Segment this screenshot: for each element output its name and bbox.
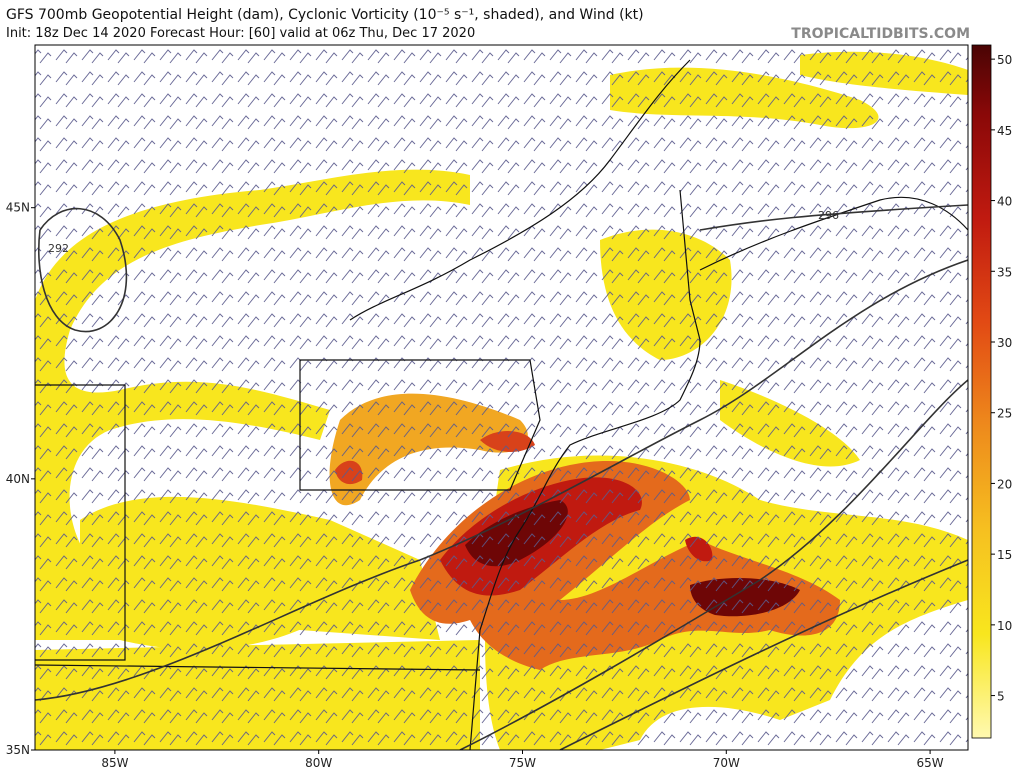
colorbar-tick-label: 40: [997, 195, 1012, 209]
x-tick-label: 65W: [917, 756, 944, 770]
wind-barbs: [35, 45, 968, 750]
x-tick-label: 85W: [101, 756, 128, 770]
colorbar-tick-label: 5: [997, 690, 1005, 704]
x-tick-label: 70W: [713, 756, 740, 770]
y-tick-label: 40N: [6, 472, 30, 486]
y-tick-label: 35N: [6, 743, 30, 757]
y-tick-label: 45N: [6, 201, 30, 215]
colorbar-tick-label: 50: [997, 53, 1012, 67]
boundaries: [35, 59, 968, 750]
x-tick-label: 75W: [509, 756, 536, 770]
contour-label: 292: [48, 242, 69, 255]
colorbar: [971, 44, 992, 739]
x-tick-label: 80W: [305, 756, 332, 770]
colorbar-tick-label: 45: [997, 124, 1012, 138]
colorbar-tick-label: 30: [997, 336, 1012, 350]
brand: TROPICALTIDBITS.COM: [791, 26, 970, 42]
map-area: 292 296: [35, 45, 968, 750]
map-frame: [34, 44, 969, 751]
map-subtitle: Init: 18z Dec 14 2020 Forecast Hour: [60…: [6, 26, 475, 41]
colorbar-tick-label: 20: [997, 477, 1012, 491]
contour-label: 296: [818, 209, 839, 222]
colorbar-tick-label: 35: [997, 265, 1012, 279]
colorbar-tick-label: 15: [997, 548, 1012, 562]
height-contours: [35, 204, 968, 750]
ticks: 85W 80W 75W 70W 65W 35N 40N 45N 5 10 15 20 25 30 35 40 4…: [6, 53, 1013, 770]
colorbar-tick-label: 25: [997, 407, 1012, 421]
colorbar-tick-label: 10: [997, 619, 1012, 633]
map-title: GFS 700mb Geopotential Height (dam), Cyc…: [6, 7, 644, 23]
